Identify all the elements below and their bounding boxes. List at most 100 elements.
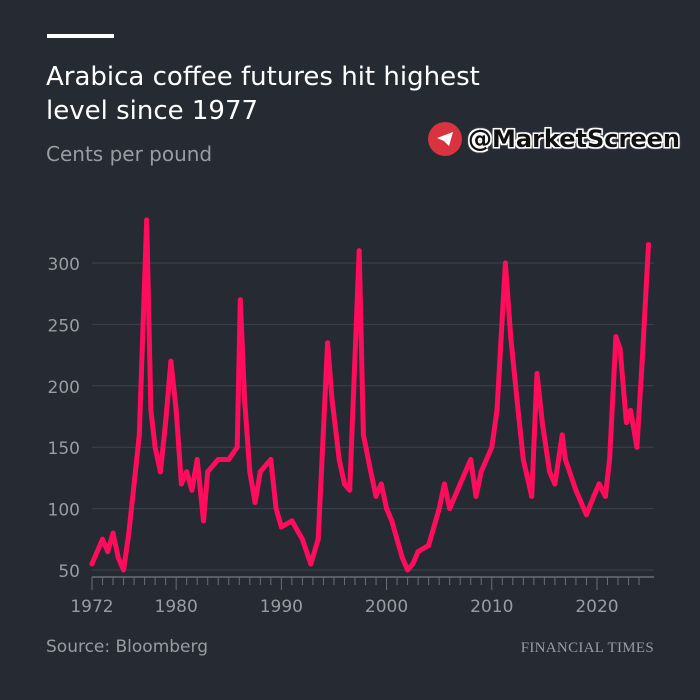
data-point bbox=[341, 481, 347, 487]
data-point bbox=[289, 518, 295, 524]
data-point bbox=[121, 567, 127, 573]
data-point bbox=[157, 469, 163, 475]
data-point bbox=[378, 481, 384, 487]
data-point bbox=[205, 469, 211, 475]
data-point bbox=[494, 407, 500, 413]
x-tick-label: 2020 bbox=[575, 597, 618, 617]
data-point bbox=[515, 407, 521, 413]
data-point bbox=[194, 456, 200, 462]
data-point bbox=[426, 542, 432, 548]
data-point bbox=[457, 481, 463, 487]
data-point bbox=[360, 432, 366, 438]
data-point bbox=[257, 469, 263, 475]
data-point bbox=[436, 506, 442, 512]
data-point bbox=[299, 536, 305, 542]
data-point bbox=[415, 549, 421, 555]
x-tick-label: 2000 bbox=[365, 597, 408, 617]
data-point bbox=[639, 358, 645, 364]
data-point bbox=[617, 346, 623, 352]
data-point bbox=[473, 493, 479, 499]
data-point bbox=[110, 530, 116, 536]
data-point bbox=[89, 561, 95, 567]
data-point bbox=[468, 456, 474, 462]
data-point bbox=[126, 530, 132, 536]
x-tick-label: 1990 bbox=[260, 597, 303, 617]
data-point bbox=[529, 493, 535, 499]
chart-subtitle: Cents per pound bbox=[46, 142, 213, 166]
data-point bbox=[508, 334, 514, 340]
watermark-text: @MarketScreen bbox=[468, 125, 680, 153]
data-point bbox=[273, 506, 279, 512]
data-point bbox=[144, 217, 150, 223]
data-point bbox=[447, 506, 453, 512]
data-point bbox=[168, 358, 174, 364]
chart-title: Arabica coffee futures hit highest level… bbox=[46, 62, 480, 126]
x-tick-label: 1972 bbox=[70, 597, 113, 617]
data-point bbox=[163, 420, 169, 426]
data-point bbox=[184, 469, 190, 475]
data-point bbox=[489, 444, 495, 450]
data-point bbox=[562, 456, 568, 462]
data-point bbox=[247, 469, 253, 475]
data-point bbox=[646, 242, 652, 248]
data-point bbox=[178, 481, 184, 487]
source-note: Source: Bloomberg bbox=[46, 637, 208, 657]
data-point bbox=[152, 444, 158, 450]
data-point bbox=[329, 395, 335, 401]
data-point bbox=[539, 420, 545, 426]
data-point bbox=[552, 481, 558, 487]
data-point bbox=[215, 456, 221, 462]
data-point bbox=[226, 456, 232, 462]
data-point bbox=[389, 518, 395, 524]
data-point bbox=[628, 407, 634, 413]
y-tick-label: 100 bbox=[48, 501, 80, 521]
data-point bbox=[607, 456, 613, 462]
data-point bbox=[634, 444, 640, 450]
data-point bbox=[100, 536, 106, 542]
data-point bbox=[405, 567, 411, 573]
y-tick-label: 50 bbox=[58, 562, 80, 582]
data-point bbox=[591, 493, 597, 499]
data-point bbox=[325, 340, 331, 346]
data-point bbox=[189, 487, 195, 493]
data-point bbox=[115, 555, 121, 561]
telegram-icon bbox=[428, 122, 462, 156]
data-point bbox=[131, 481, 137, 487]
data-point bbox=[315, 536, 321, 542]
data-point bbox=[368, 469, 374, 475]
data-point bbox=[478, 469, 484, 475]
x-tick-label: 2010 bbox=[470, 597, 513, 617]
data-point bbox=[520, 456, 526, 462]
data-point bbox=[201, 518, 207, 524]
data-point bbox=[336, 456, 342, 462]
data-point bbox=[237, 297, 243, 303]
y-tick-label: 300 bbox=[48, 255, 80, 275]
ft-logo: FINANCIAL TIMES bbox=[520, 640, 654, 656]
data-point bbox=[534, 371, 540, 377]
data-point bbox=[242, 395, 248, 401]
x-tick-label: 1980 bbox=[155, 597, 198, 617]
data-point bbox=[278, 524, 284, 530]
data-point bbox=[173, 407, 179, 413]
y-tick-label: 150 bbox=[48, 439, 80, 459]
data-point bbox=[410, 561, 416, 567]
data-point bbox=[148, 407, 154, 413]
data-point bbox=[502, 260, 508, 266]
data-point bbox=[268, 456, 274, 462]
data-point bbox=[441, 481, 447, 487]
data-point bbox=[347, 487, 353, 493]
data-point bbox=[399, 555, 405, 561]
data-point bbox=[252, 499, 258, 505]
data-point bbox=[559, 432, 565, 438]
data-point bbox=[234, 444, 240, 450]
data-point bbox=[596, 481, 602, 487]
watermark: @MarketScreen bbox=[428, 122, 680, 156]
data-point bbox=[573, 487, 579, 493]
data-point bbox=[136, 432, 142, 438]
data-point bbox=[308, 561, 314, 567]
data-point bbox=[583, 512, 589, 518]
data-point bbox=[602, 493, 608, 499]
data-point bbox=[356, 248, 362, 254]
data-point bbox=[623, 420, 629, 426]
